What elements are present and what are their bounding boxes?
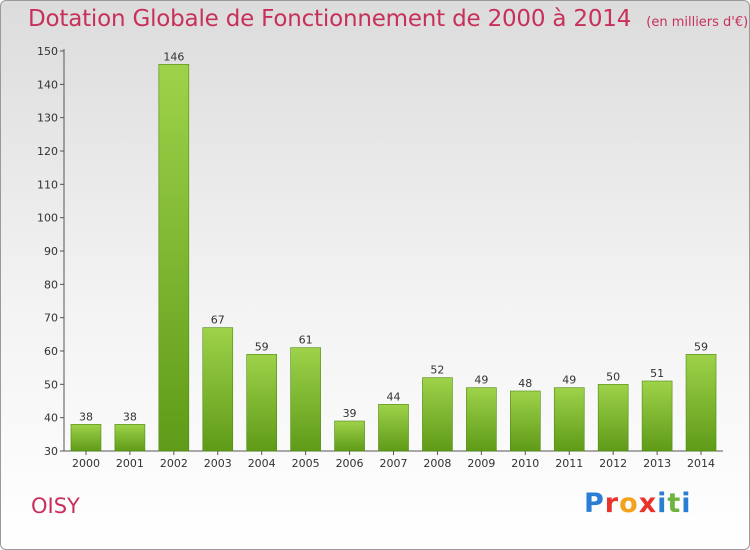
bar xyxy=(641,380,673,452)
bar-value-label: 61 xyxy=(299,334,313,347)
x-tick-label: 2012 xyxy=(599,457,627,470)
x-tick-label: 2002 xyxy=(160,457,188,470)
bar xyxy=(466,387,497,452)
x-tick-label: 2011 xyxy=(555,457,583,470)
logo-letter: o xyxy=(619,488,639,519)
y-tick-label: 100 xyxy=(37,212,58,225)
logo-letter: r xyxy=(604,488,620,519)
x-tick-label: 2001 xyxy=(116,457,144,470)
bar-value-label: 49 xyxy=(474,374,488,387)
bar-value-label: 48 xyxy=(518,377,532,390)
bar-value-label: 38 xyxy=(123,410,137,423)
bar-value-label: 59 xyxy=(694,340,708,353)
chart-title: Dotation Globale de Fonctionnement de 20… xyxy=(28,6,748,32)
y-tick-label: 130 xyxy=(37,112,58,125)
y-tick-label: 50 xyxy=(44,378,58,391)
y-tick-label: 90 xyxy=(44,245,58,258)
logo-letter: t xyxy=(667,488,682,519)
x-tick-label: 2009 xyxy=(467,457,495,470)
bar-value-label: 59 xyxy=(255,340,269,353)
y-tick-label: 140 xyxy=(37,78,58,91)
bar-value-label: 146 xyxy=(163,50,184,63)
bar xyxy=(685,354,717,452)
bar xyxy=(422,377,453,452)
x-tick-label: 2004 xyxy=(248,457,276,470)
x-tick-label: 2013 xyxy=(643,457,671,470)
bar-value-label: 44 xyxy=(387,390,401,403)
x-tick-label: 2014 xyxy=(687,457,715,470)
y-tick-label: 80 xyxy=(44,278,58,291)
chart-title-text: Dotation Globale de Fonctionnement de 20… xyxy=(28,6,632,32)
bar xyxy=(378,404,409,452)
y-tick-label: 110 xyxy=(37,178,58,191)
bar xyxy=(70,424,102,452)
bar-value-label: 52 xyxy=(430,364,444,377)
y-tick-label: 40 xyxy=(44,412,58,425)
bar xyxy=(290,347,321,452)
bar-value-label: 49 xyxy=(562,374,576,387)
logo-letter: x xyxy=(638,488,658,519)
bar xyxy=(334,420,365,452)
logo-letter: i xyxy=(681,488,692,519)
bar-value-label: 38 xyxy=(79,410,93,423)
x-tick-label: 2006 xyxy=(336,457,364,470)
y-tick-label: 150 xyxy=(37,45,58,58)
commune-name: OISY xyxy=(31,494,80,518)
y-tick-label: 120 xyxy=(37,145,58,158)
x-tick-label: 2010 xyxy=(511,457,539,470)
x-tick-label: 2007 xyxy=(380,457,408,470)
chart-unit-label: (en milliers d'€) xyxy=(646,15,749,30)
proxiti-logo[interactable]: Proxiti xyxy=(584,488,692,519)
bar xyxy=(202,327,234,452)
y-tick-label: 30 xyxy=(44,445,58,458)
x-tick-label: 2003 xyxy=(204,457,232,470)
bar xyxy=(114,424,146,452)
x-tick-label: 2005 xyxy=(292,457,320,470)
bar xyxy=(597,384,629,452)
bar xyxy=(553,387,585,452)
logo-letter: i xyxy=(657,488,668,519)
bar-value-label: 39 xyxy=(343,407,357,420)
bar xyxy=(509,390,541,452)
x-tick-label: 2000 xyxy=(72,457,100,470)
y-tick-label: 70 xyxy=(44,312,58,325)
bar xyxy=(158,64,190,452)
bar-value-label: 67 xyxy=(211,314,225,327)
bar-value-label: 51 xyxy=(650,367,664,380)
y-tick-label: 60 xyxy=(44,345,58,358)
bar-value-label: 50 xyxy=(606,370,620,383)
x-tick-label: 2008 xyxy=(423,457,451,470)
logo-letter: P xyxy=(584,488,605,519)
bar xyxy=(246,354,277,452)
